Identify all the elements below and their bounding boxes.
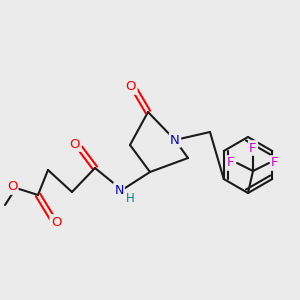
Text: H: H	[126, 191, 134, 205]
Text: O: O	[51, 215, 61, 229]
Text: F: F	[227, 157, 235, 169]
Text: O: O	[126, 80, 136, 94]
Text: F: F	[249, 142, 257, 154]
Text: O: O	[70, 137, 80, 151]
Text: O: O	[7, 181, 17, 194]
Text: F: F	[271, 157, 279, 169]
Text: N: N	[114, 184, 124, 196]
Text: N: N	[170, 134, 180, 146]
